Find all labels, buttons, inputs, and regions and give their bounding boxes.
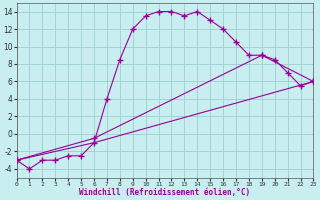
X-axis label: Windchill (Refroidissement éolien,°C): Windchill (Refroidissement éolien,°C) xyxy=(79,188,251,197)
